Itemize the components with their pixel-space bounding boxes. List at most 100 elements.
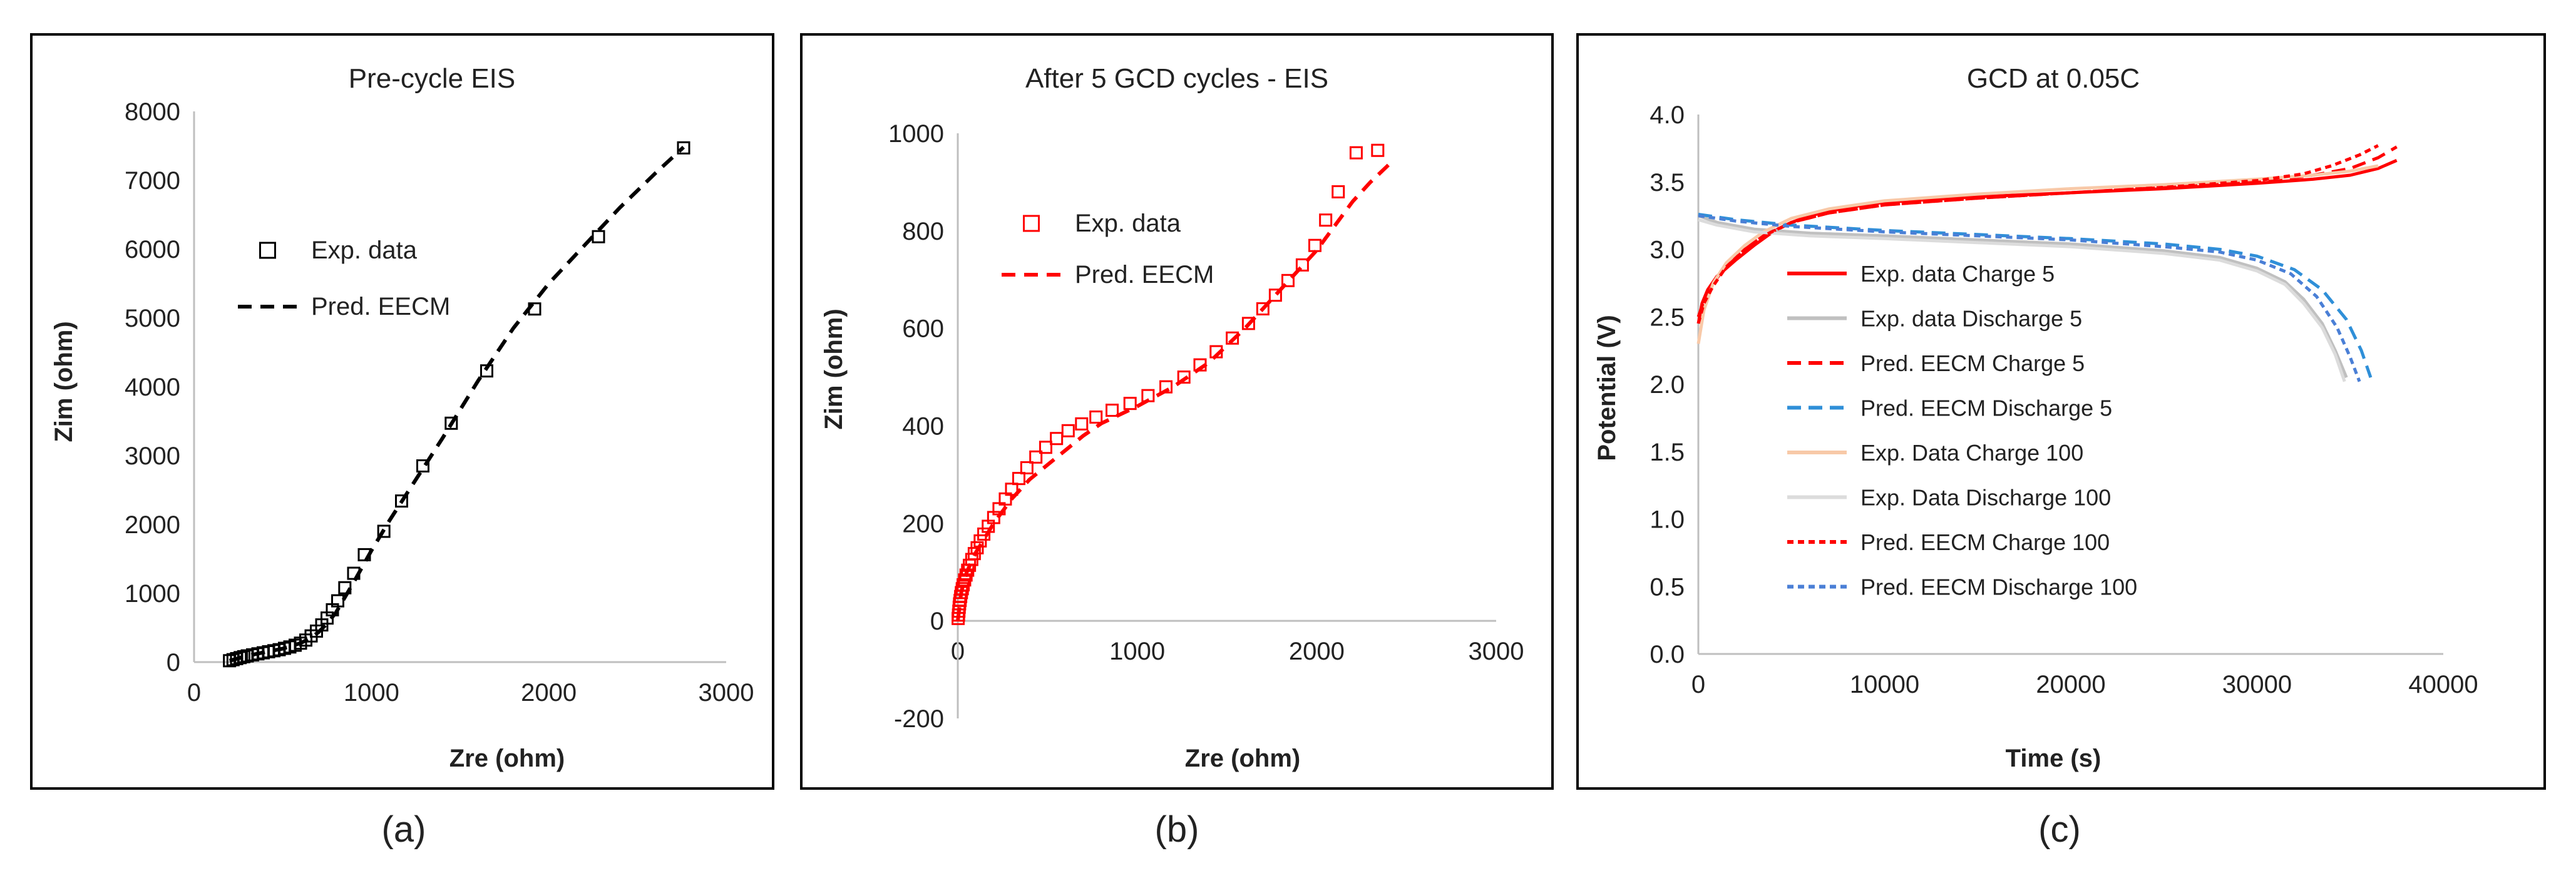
y-tick-label: 1000 <box>125 580 180 608</box>
series-line-exp-data-discharge-100 <box>1698 218 2346 382</box>
panel-c-frame <box>1576 33 2546 790</box>
y-tick-label: 0.5 <box>1650 573 1685 601</box>
legend: Exp. data Charge 5 Exp. data Discharge 5 P… <box>1787 261 2137 600</box>
panel-b-frame <box>800 33 1554 790</box>
plot-area <box>1696 144 2398 382</box>
data-point-marker <box>1256 302 1270 315</box>
legend: Exp. data Pred. EECM <box>1002 210 1214 288</box>
plot-area <box>952 143 1390 625</box>
y-tick-label: 2.5 <box>1650 304 1685 331</box>
data-point-marker <box>1123 397 1137 411</box>
data-point-marker <box>1089 410 1103 424</box>
y-tick-label: 3.0 <box>1650 237 1685 264</box>
legend-label: Exp. data Discharge 5 <box>1860 306 2082 332</box>
y-tick-label: 1000 <box>888 120 944 148</box>
legend-swatch <box>1023 215 1040 232</box>
legend-label: Pred. EECM <box>311 293 450 320</box>
y-tick-label: 200 <box>902 510 944 538</box>
y-tick-label: 3000 <box>125 442 180 470</box>
legend-label: Pred. EECM Charge 5 <box>1860 350 2085 376</box>
x-axis-label: Time (s) <box>2006 745 2101 772</box>
data-point-marker <box>1226 331 1239 345</box>
x-tick-label: 1000 <box>1109 638 1165 665</box>
legend-label: Pred. EECM Discharge 100 <box>1860 574 2137 600</box>
y-tick-labels: -200 0 200 400 600 800 1000 <box>888 120 944 733</box>
x-tick-label: 3000 <box>699 679 754 707</box>
y-tick-label: 7000 <box>125 167 180 195</box>
legend-label: Exp. data <box>311 237 418 264</box>
y-axis-label: Potential (V) <box>1593 315 1621 461</box>
y-tick-label: 0 <box>167 649 180 676</box>
data-point-marker <box>1029 450 1043 464</box>
series-line-pred-eecm <box>956 163 1390 621</box>
axis-lines <box>1697 115 2443 655</box>
data-series-exp-data <box>952 143 1385 625</box>
y-axis-label: Zim (ohm) <box>50 321 78 442</box>
data-point-marker <box>977 527 991 541</box>
x-tick-label: 2000 <box>521 679 577 707</box>
data-point-marker <box>1332 185 1345 198</box>
y-tick-label: 5000 <box>125 305 180 332</box>
series-line-pred-eecm <box>228 145 685 663</box>
plot-area <box>223 141 690 668</box>
chart-panel-a: Pre-cycle EIS 0 1000 2000 3000 4000 5000 6000 7… <box>30 33 774 790</box>
data-point-marker <box>416 459 429 472</box>
y-tick-label: 1.5 <box>1650 439 1685 466</box>
data-point-marker <box>377 524 391 538</box>
data-point-marker <box>338 581 352 595</box>
chart-panel-b: After 5 GCD cycles - EIS -200 0 200 400 600 8… <box>800 33 1554 790</box>
x-axis-label: Zre (ohm) <box>449 745 565 772</box>
x-tick-label: 30000 <box>2222 671 2292 698</box>
data-point-marker <box>395 494 408 508</box>
series-line-pred-eecm-discharge-100 <box>1698 214 2361 382</box>
legend-label: Pred. EECM Charge 100 <box>1860 529 2110 555</box>
data-point-marker <box>592 230 605 243</box>
y-tick-label: 4.0 <box>1650 101 1685 129</box>
x-axis-label: Zre (ohm) <box>1185 745 1300 772</box>
y-tick-labels: 0.0 0.5 1.0 1.5 2.0 2.5 3.0 3.5 4.0 <box>1650 101 1685 668</box>
x-tick-label: 2000 <box>1289 638 1345 665</box>
x-tick-label: 1000 <box>344 679 399 707</box>
data-point-marker <box>444 416 458 430</box>
x-tick-label: 0 <box>187 679 201 707</box>
y-tick-label: 3.5 <box>1650 169 1685 196</box>
y-tick-label: 0.0 <box>1650 641 1685 668</box>
data-point-marker <box>1012 472 1025 486</box>
data-point-marker <box>1039 441 1052 454</box>
y-tick-label: 1.0 <box>1650 506 1685 534</box>
chart-title: Pre-cycle EIS <box>349 63 516 94</box>
data-point-marker <box>1349 146 1363 160</box>
y-tick-label: 4000 <box>125 374 180 401</box>
data-point-marker <box>1020 461 1034 475</box>
x-tick-label: 20000 <box>2036 671 2105 698</box>
legend-label: Pred. EECM <box>1075 261 1214 288</box>
y-tick-labels: 0 1000 2000 3000 4000 5000 6000 7000 8000 <box>125 98 180 676</box>
axis-lines <box>193 111 726 663</box>
y-tick-label: 600 <box>902 315 944 343</box>
y-tick-label: 800 <box>902 218 944 245</box>
x-tick-label: 3000 <box>1469 638 1524 665</box>
y-tick-label: 2.0 <box>1650 371 1685 399</box>
data-point-marker <box>1281 273 1295 287</box>
data-point-marker <box>1268 288 1282 302</box>
panel-label-c: (c) <box>2038 809 2081 850</box>
data-point-marker <box>677 141 690 155</box>
x-tick-label: 10000 <box>1850 671 1919 698</box>
data-point-marker <box>331 594 344 608</box>
legend-label: Exp. Data Charge 100 <box>1860 440 2083 466</box>
panel-label-b: (b) <box>1155 809 1199 850</box>
x-tick-labels: 0 1000 2000 3000 <box>187 679 754 707</box>
legend-swatch <box>259 242 276 259</box>
panel-label-a: (a) <box>382 809 426 850</box>
y-tick-label: 6000 <box>125 236 180 263</box>
data-point-marker <box>1005 482 1019 496</box>
legend-label: Exp. data Charge 5 <box>1860 261 2055 287</box>
y-tick-label: 8000 <box>125 98 180 126</box>
y-tick-label: 2000 <box>125 511 180 539</box>
legend-label: Exp. data <box>1075 210 1181 237</box>
chart-panel-c: GCD at 0.05C 0.0 0.5 1.0 1.5 2.0 2.5 3.0 3.5 4.0… <box>1576 33 2546 790</box>
y-axis-label: Zim (ohm) <box>820 309 848 429</box>
legend: Exp. data Pred. EECM <box>238 237 450 320</box>
